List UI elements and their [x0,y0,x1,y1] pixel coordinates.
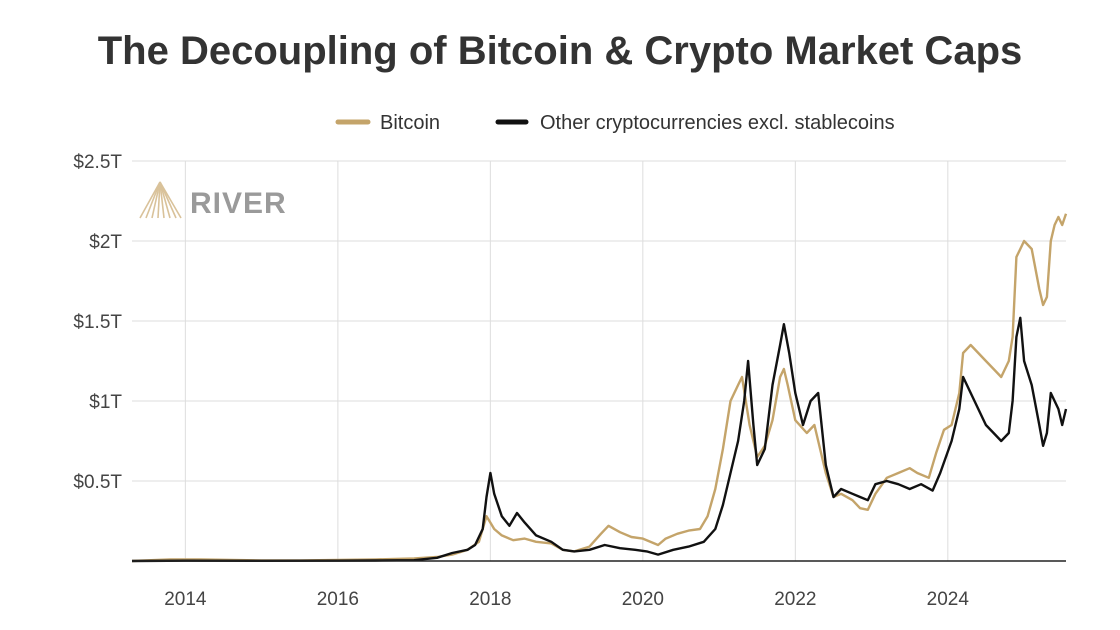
river-logo-icon [139,181,182,219]
x-axis-ticks: 2014 2016 2018 2020 2022 2024 [164,589,969,610]
legend-label-bitcoin: Bitcoin [380,112,440,134]
x-tick-label: 2014 [164,589,207,610]
y-tick-label: $0.5T [73,472,122,493]
watermark-text: RIVER [190,187,287,220]
y-axis-ticks: $0.5T $1T $1.5T $2T $2.5T [73,152,122,493]
x-tick-label: 2020 [622,589,664,610]
y-tick-label: $2.5T [73,152,122,173]
x-tick-label: 2016 [317,589,359,610]
y-tick-label: $2T [89,232,122,253]
legend-label-other: Other cryptocurrencies excl. stablecoins [540,112,895,134]
chart-title: The Decoupling of Bitcoin & Crypto Marke… [98,29,1023,73]
river-watermark: RIVER [139,181,287,220]
x-tick-label: 2022 [774,589,816,610]
legend: Bitcoin Other cryptocurrencies excl. sta… [335,112,895,134]
x-gridlines [184,161,949,561]
series-line-other [131,316,1068,563]
series-line-bitcoin [131,213,1068,563]
y-tick-label: $1.5T [73,312,122,333]
y-tick-label: $1T [89,392,122,413]
x-tick-label: 2024 [927,589,970,610]
x-tick-label: 2018 [469,589,511,610]
y-gridlines [132,160,1066,482]
